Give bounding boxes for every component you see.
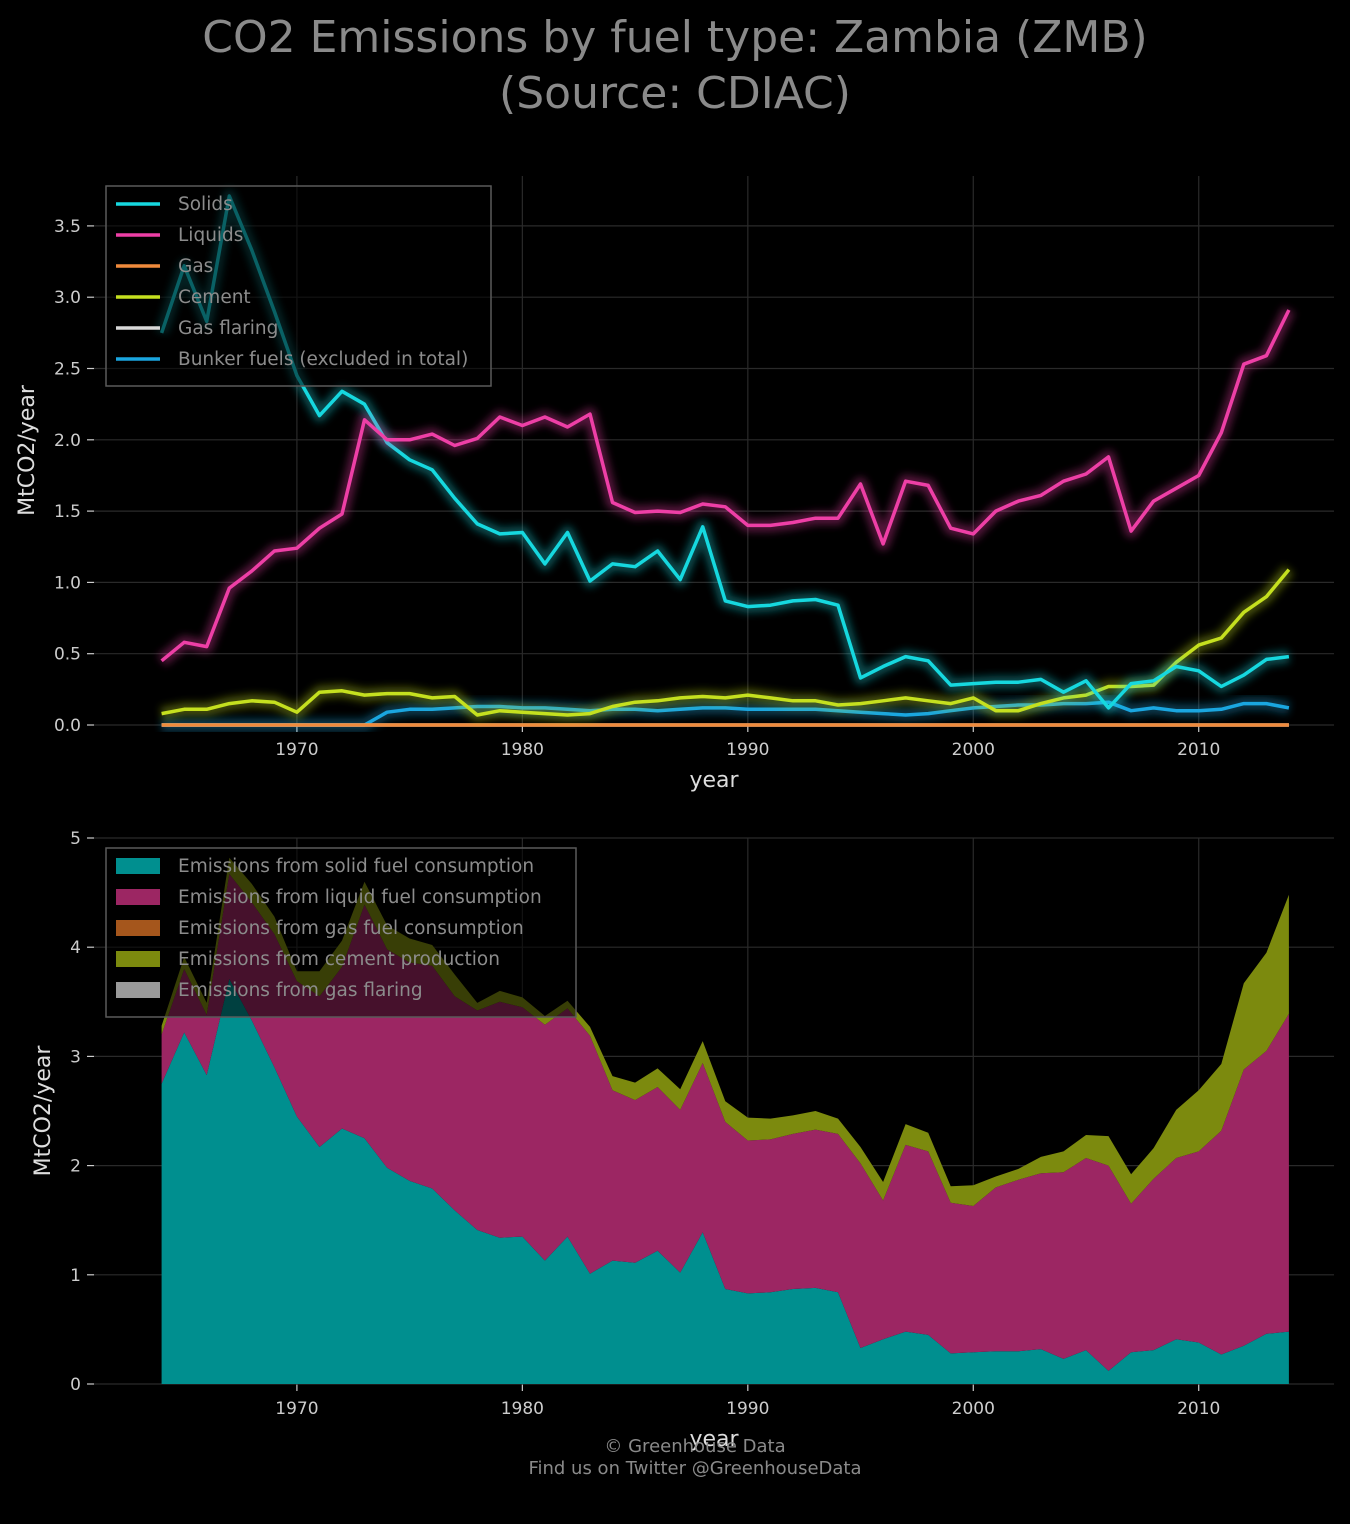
legend-swatch	[116, 889, 160, 905]
legend-box	[105, 185, 492, 387]
x-tick-label: 1990	[726, 1399, 769, 1419]
y-tick-label: 2.0	[54, 431, 81, 451]
y-tick-label: 2.5	[54, 360, 81, 380]
x-tick-label: 1970	[275, 1399, 318, 1419]
legend-swatch	[116, 920, 160, 936]
x-tick-label: 1970	[275, 740, 318, 760]
legend-entry: Bunker fuels (excluded in total)	[178, 349, 468, 370]
y-tick-label: 1	[70, 1266, 81, 1286]
y-tick-label: 3.5	[54, 217, 81, 237]
legend-box	[105, 847, 577, 1018]
legend-entry: Gas	[178, 256, 213, 277]
x-axis-label: year	[689, 768, 739, 793]
y-tick-label: 0.0	[54, 716, 81, 736]
y-tick-label: 3.0	[54, 288, 81, 308]
legend-swatch	[116, 951, 160, 967]
legend-entry: Emissions from cement production	[178, 949, 500, 970]
x-tick-label: 1990	[726, 740, 769, 760]
legend-swatch	[116, 858, 160, 874]
x-axis-label: year	[689, 1427, 739, 1452]
y-tick-label: 0.5	[54, 645, 81, 665]
line-series-solids	[159, 194, 1290, 710]
legend-entry: Emissions from solid fuel consumption	[178, 856, 534, 877]
line-chart: 1970 1980 1990 2000 2010 0.0 0.5 1.0 1.5 2.0 2.5 3.…	[15, 176, 1334, 793]
chart-title: CO2 Emissions by fuel type: Zambia (ZMB)…	[0, 10, 1350, 122]
y-tick-label: 0	[70, 1375, 81, 1395]
x-tick-label: 1980	[501, 740, 544, 760]
y-tick-label: 5	[70, 829, 81, 849]
x-tick-label: 2010	[1177, 1399, 1220, 1419]
y-tick-label: 3	[70, 1047, 81, 1067]
legend-entry: Emissions from liquid fuel consumption	[178, 887, 542, 908]
y-axis-label: MtCO2/year	[31, 1045, 56, 1177]
chart-title-line-2: (Source: CDIAC)	[499, 68, 851, 119]
legend-swatch	[116, 982, 160, 998]
legend-entry: Cement	[178, 287, 251, 308]
footer-copyright: © Greenhouse Data	[604, 1436, 786, 1457]
y-tick-label: 4	[70, 938, 81, 958]
chart-title-line-1: CO2 Emissions by fuel type: Zambia (ZMB)	[202, 12, 1148, 63]
footer: © Greenhouse Data Find us on Twitter @Gr…	[0, 1436, 1350, 1480]
footer-twitter: Find us on Twitter @GreenhouseData	[528, 1458, 862, 1479]
y-tick-label: 1.0	[54, 573, 81, 593]
y-tick-label: 2	[70, 1157, 81, 1177]
legend-entry: Emissions from gas fuel consumption	[178, 918, 524, 939]
legend-entry: Gas flaring	[178, 318, 278, 339]
x-tick-label: 2010	[1177, 740, 1220, 760]
line-series-liquids	[160, 309, 1291, 663]
y-axis-label: MtCO2/year	[15, 384, 40, 516]
legend-entry: Emissions from gas flaring	[178, 980, 423, 1001]
legend-entry: Solids	[178, 194, 233, 215]
stacked-area-chart: 1970 1980 1990 2000 2010 0 1 2 3 4 5 year MtCO2/year…	[31, 829, 1334, 1452]
x-tick-label: 2000	[952, 740, 995, 760]
y-tick-label: 1.5	[54, 502, 81, 522]
legend-entry: Liquids	[178, 225, 243, 246]
area-series-solids	[161, 978, 1289, 1384]
x-tick-label: 1980	[501, 1399, 544, 1419]
x-tick-label: 2000	[952, 1399, 995, 1419]
